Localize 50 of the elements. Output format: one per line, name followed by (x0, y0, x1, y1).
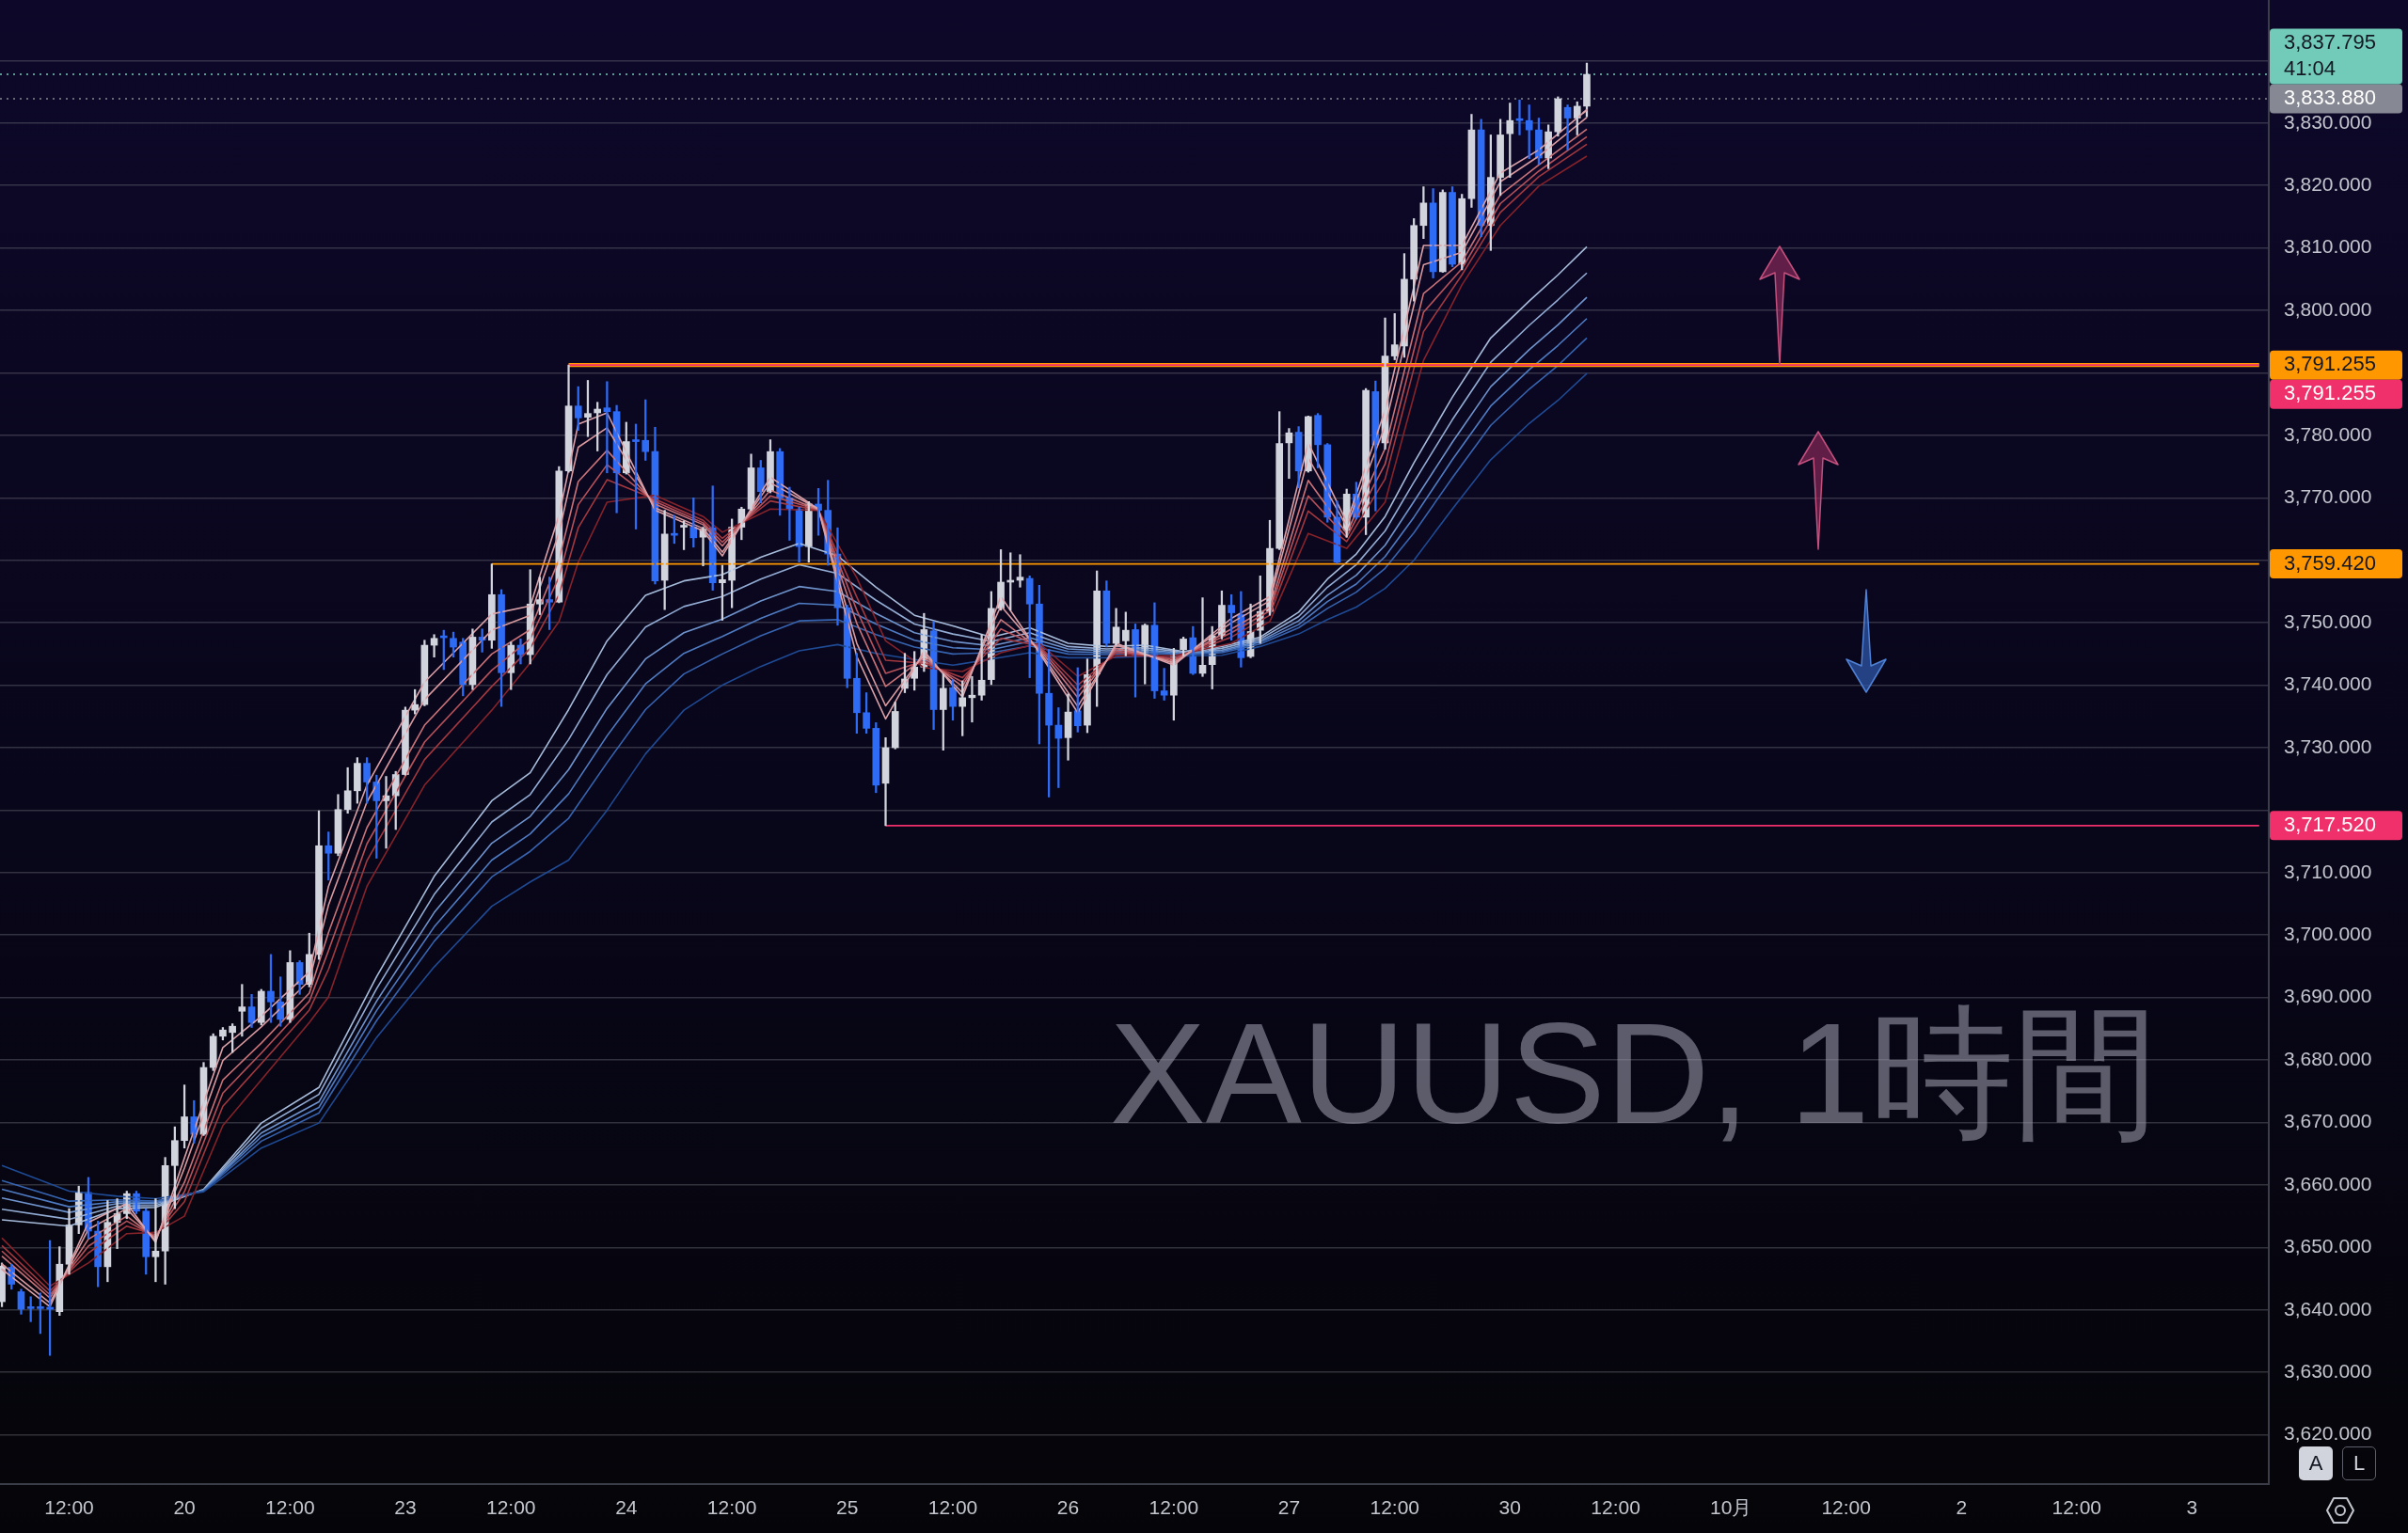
x-tick-label: 25 (835, 1496, 859, 1519)
ref-line-label: 3,837.795 (2284, 30, 2376, 55)
text: 41:04 (2284, 56, 2337, 81)
x-tick-label: 26 (1056, 1496, 1080, 1519)
x-tick-label: 12:00 (485, 1496, 536, 1519)
text: XAUUSD, 1時間 (1109, 992, 2158, 1154)
x-tick-label: 24 (615, 1496, 638, 1519)
y-tick-label: 3,680.000 (2284, 1047, 2372, 1069)
x-tick-label: 12:00 (44, 1496, 94, 1519)
y-tick-label: 3,660.000 (2284, 1172, 2372, 1194)
data-label: 3,717.520 (2284, 812, 2376, 836)
x-tick-label: 12:00 (2052, 1496, 2102, 1519)
y-tick-label: 3,800.000 (2284, 297, 2372, 320)
x-tick-label: 27 (1277, 1496, 1301, 1519)
data-label: 3,759.420 (2284, 550, 2376, 575)
y-tick-label: 3,650.000 (2284, 1235, 2372, 1257)
y-tick-label: 3,820.000 (2284, 173, 2372, 196)
y-tick-label: 3,730.000 (2284, 735, 2372, 757)
x-tick-label: 12:00 (265, 1496, 315, 1519)
y-tick-label: 3,750.000 (2284, 609, 2372, 632)
y-tick-label: 3,740.000 (2284, 672, 2372, 695)
y-tick-label: 3,770.000 (2284, 485, 2372, 508)
x-tick-label: 10月 (1709, 1496, 1752, 1519)
x-tick-label: 3 (2186, 1496, 2198, 1519)
y-tick-label: 3,670.000 (2284, 1110, 2372, 1132)
x-tick-label: 2 (1956, 1496, 1968, 1519)
x-tick-label: 12:00 (1821, 1496, 1871, 1519)
data-label: 3,791.255 (2284, 381, 2376, 405)
x-tick-label: 12:00 (706, 1496, 757, 1519)
y-tick-label: 3,630.000 (2284, 1359, 2372, 1382)
x-tick-label: 12:00 (1149, 1496, 1199, 1519)
toggle-button: A (2299, 1446, 2333, 1480)
data-label: 3,791.255 (2284, 352, 2376, 376)
candlestick (26, 1296, 35, 1322)
y-tick-label: 3,700.000 (2284, 923, 2372, 945)
x-tick-label: 20 (173, 1496, 196, 1519)
ref-line-label: 3,833.880 (2284, 86, 2376, 110)
x-tick-label: 23 (394, 1496, 417, 1519)
x-tick-label: 12:00 (1591, 1496, 1640, 1519)
y-tick-label: 3,640.000 (2284, 1297, 2372, 1320)
y-tick-label: 3,830.000 (2284, 110, 2372, 133)
y-tick-label: 3,710.000 (2284, 860, 2372, 882)
y-tick-label: 3,780.000 (2284, 422, 2372, 445)
x-tick-label: 12:00 (927, 1496, 978, 1519)
y-tick-label: 3,690.000 (2284, 985, 2372, 1007)
y-tick-label: 3,810.000 (2284, 235, 2372, 258)
toggle-button: L (2342, 1446, 2376, 1480)
x-tick-label: 12:00 (1370, 1496, 1420, 1519)
y-tick-label: 3,620.000 (2284, 1422, 2372, 1445)
x-tick-label: 30 (1498, 1496, 1521, 1519)
